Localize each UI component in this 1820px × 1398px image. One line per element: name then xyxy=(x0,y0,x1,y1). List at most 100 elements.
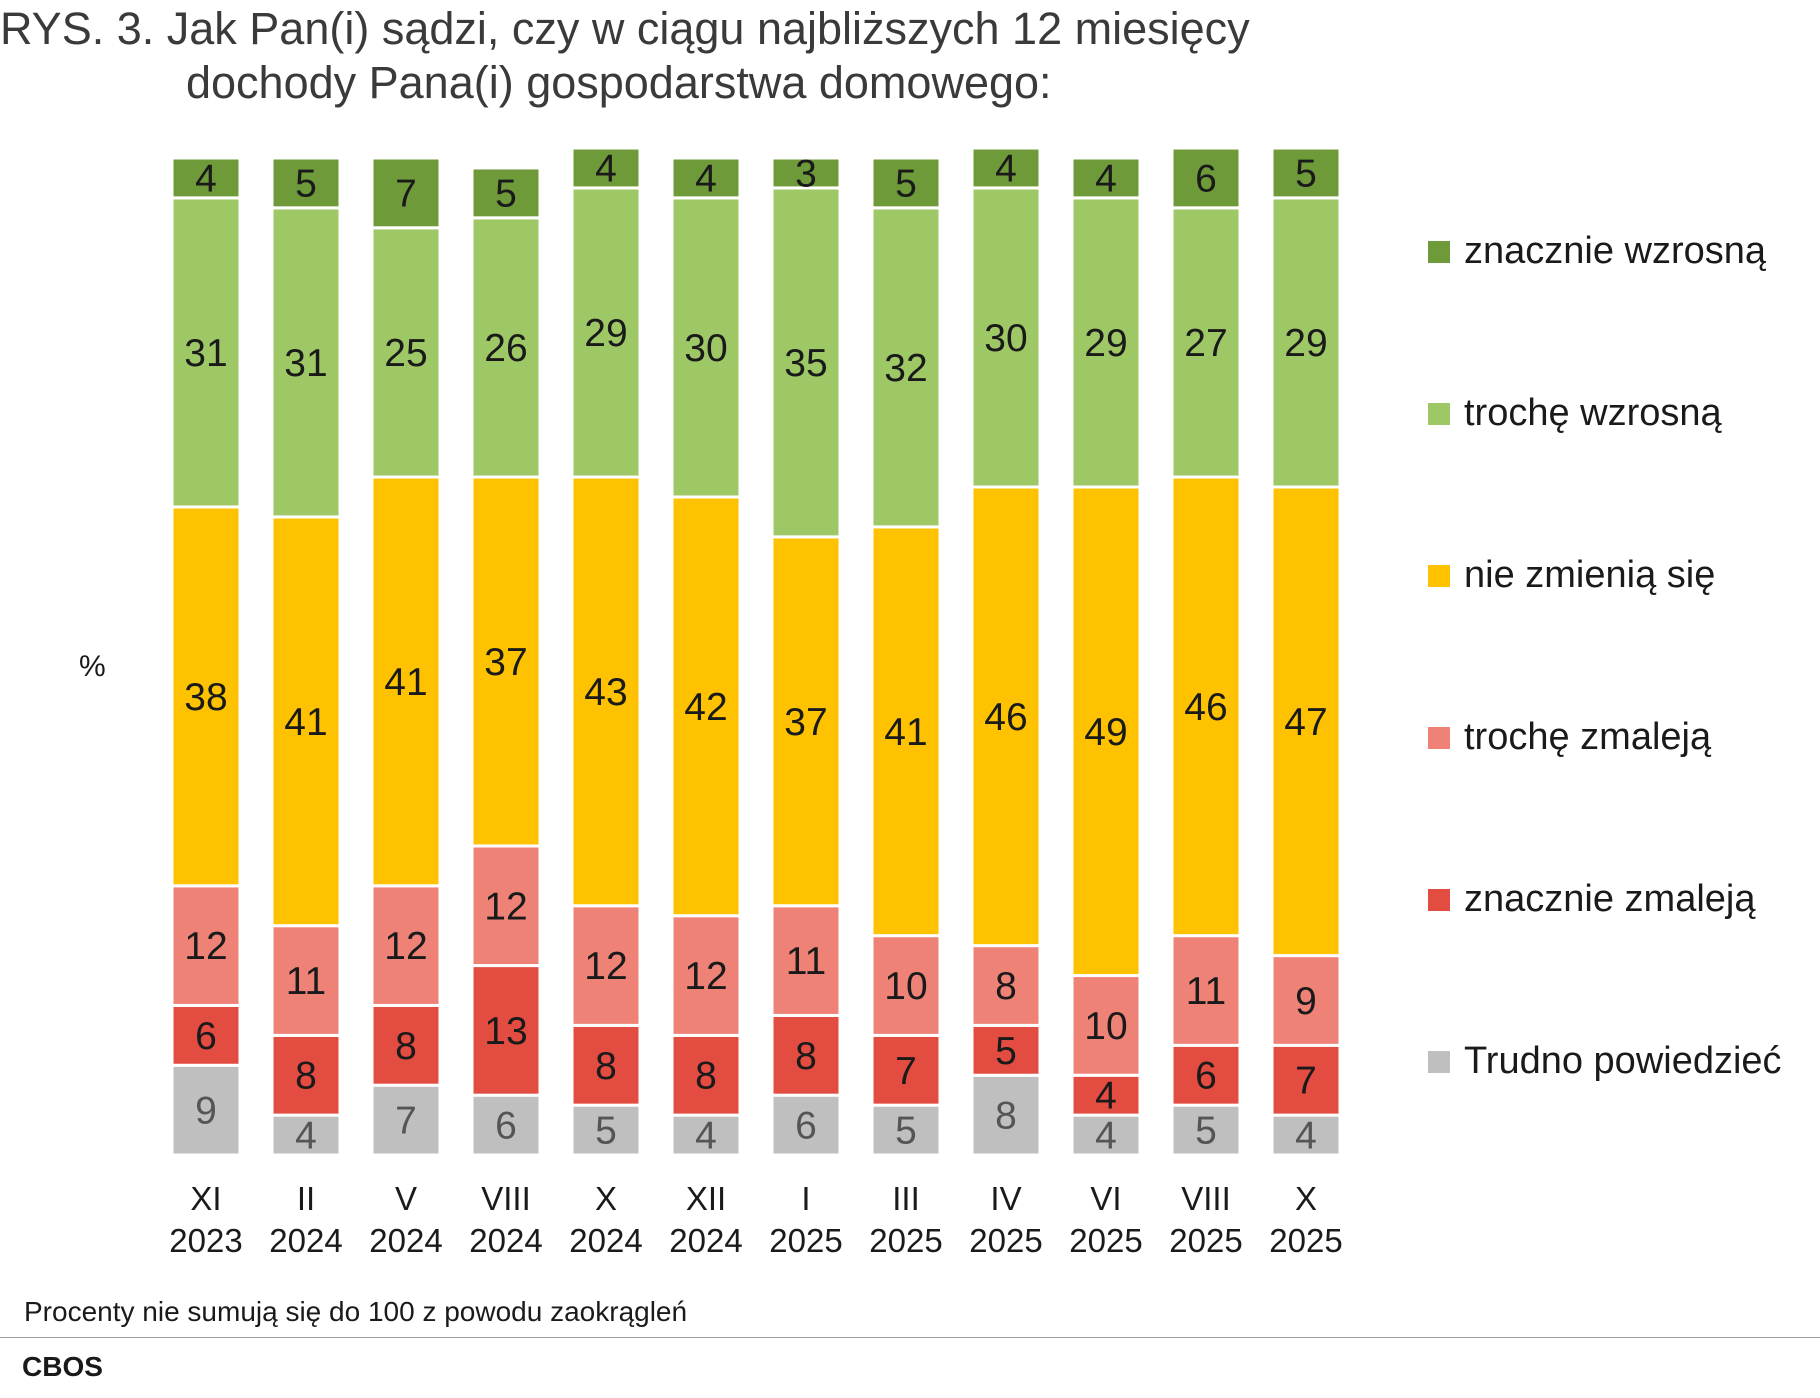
data-label: 11 xyxy=(786,940,827,983)
bar-segment xyxy=(870,934,942,1037)
data-label: 6 xyxy=(195,1015,217,1058)
data-label: 4 xyxy=(695,157,717,200)
data-label: 7 xyxy=(1295,1060,1317,1103)
bar-segment xyxy=(1070,1113,1142,1157)
data-label: 8 xyxy=(395,1025,417,1068)
data-label: 9 xyxy=(195,1090,217,1133)
data-label: 29 xyxy=(1084,322,1127,365)
bar-segment xyxy=(270,156,342,210)
data-label: 4 xyxy=(1095,157,1117,200)
data-label: 30 xyxy=(984,317,1027,360)
bar-segment xyxy=(470,964,542,1097)
bar-segment xyxy=(670,495,742,918)
data-label: 11 xyxy=(286,960,327,1003)
legend-label: znacznie wzrosną xyxy=(1464,230,1767,272)
data-label: 11 xyxy=(1186,970,1227,1013)
bar-segment xyxy=(1270,196,1342,489)
x-tick-label: 2025 xyxy=(869,1222,942,1259)
data-label: 8 xyxy=(995,965,1017,1008)
data-label: 9 xyxy=(1295,980,1317,1023)
x-tick-label: 2025 xyxy=(969,1222,1042,1259)
bar-segment xyxy=(170,196,242,509)
bar-segment xyxy=(170,1063,242,1157)
legend-swatch xyxy=(1428,888,1450,911)
data-label: 4 xyxy=(195,157,217,200)
bar-segment xyxy=(1070,974,1142,1077)
bar-segment xyxy=(370,156,442,230)
x-tick-label: X xyxy=(595,1180,617,1217)
data-label: 29 xyxy=(584,312,627,355)
data-label: 8 xyxy=(595,1045,617,1088)
y-unit-label: % xyxy=(79,650,106,683)
data-label: 49 xyxy=(1084,711,1127,754)
bar-segment xyxy=(1270,1113,1342,1157)
bar-segment xyxy=(670,914,742,1037)
data-label: 27 xyxy=(1184,322,1227,365)
data-label: 8 xyxy=(695,1055,717,1098)
data-label: 25 xyxy=(384,332,427,375)
bar-segment xyxy=(270,515,342,928)
data-label: 35 xyxy=(784,342,827,385)
data-label: 4 xyxy=(695,1115,717,1158)
bar-segment xyxy=(370,226,442,479)
legend-item: Trudno powiedzieć xyxy=(1428,1040,1782,1083)
x-tick-label: 2023 xyxy=(169,1222,242,1259)
data-label: 32 xyxy=(884,347,927,390)
x-tick-label: 2024 xyxy=(469,1222,542,1259)
data-label: 43 xyxy=(584,671,627,714)
legend-label: Trudno powiedzieć xyxy=(1464,1040,1782,1082)
data-label: 12 xyxy=(184,925,227,968)
legend-label: trochę zmaleją xyxy=(1464,716,1712,758)
data-label: 4 xyxy=(295,1115,317,1158)
data-label: 41 xyxy=(884,711,927,754)
legend-item: trochę zmaleją xyxy=(1428,716,1711,759)
data-label: 3 xyxy=(795,152,817,195)
bar-segment xyxy=(770,904,842,1017)
data-label: 7 xyxy=(895,1050,917,1093)
data-label: 4 xyxy=(1095,1075,1117,1118)
x-tick-label: 2024 xyxy=(269,1222,342,1259)
data-label: 5 xyxy=(1295,152,1317,195)
divider xyxy=(0,1337,1820,1338)
data-label: 12 xyxy=(584,945,627,988)
legend-item: trochę wzrosną xyxy=(1428,392,1722,435)
data-label: 5 xyxy=(295,162,317,205)
x-tick-label: II xyxy=(297,1180,315,1217)
data-label: 29 xyxy=(1284,322,1327,365)
bar-segment xyxy=(1170,1043,1242,1107)
x-tick-label: VIII xyxy=(1181,1180,1231,1217)
bar-segment xyxy=(270,206,342,519)
data-label: 46 xyxy=(1184,686,1227,729)
bar-segment xyxy=(770,186,842,539)
x-tick-label: XI xyxy=(190,1180,221,1217)
data-label: 37 xyxy=(484,641,527,684)
data-label: 38 xyxy=(184,676,227,719)
data-label: 10 xyxy=(1084,1005,1127,1048)
bar-segment xyxy=(1170,475,1242,938)
data-label: 12 xyxy=(384,925,427,968)
legend-swatch xyxy=(1428,1050,1450,1073)
bar-segment xyxy=(1270,1043,1342,1117)
bar-segment xyxy=(470,166,542,220)
data-label: 8 xyxy=(795,1035,817,1078)
bar-segment xyxy=(970,186,1042,489)
data-label: 42 xyxy=(684,686,727,729)
data-label: 4 xyxy=(595,147,617,190)
x-tick-label: 2025 xyxy=(1269,1222,1342,1259)
x-tick-label: 2024 xyxy=(669,1222,742,1259)
data-label: 7 xyxy=(395,172,417,215)
bar-segment xyxy=(770,535,842,908)
bar-segment xyxy=(470,1093,542,1157)
bar-segment xyxy=(870,1103,942,1157)
bar-segment xyxy=(670,1033,742,1117)
bar-segment xyxy=(870,1033,942,1107)
bar-segment xyxy=(770,1093,842,1157)
data-label: 12 xyxy=(684,955,727,998)
x-tick-label: I xyxy=(801,1180,810,1217)
data-label: 37 xyxy=(784,701,827,744)
legend-item: znacznie wzrosną xyxy=(1428,230,1766,273)
data-label: 5 xyxy=(495,172,517,215)
bar-segment xyxy=(870,156,942,210)
bar-segment xyxy=(570,475,642,908)
bar-segment xyxy=(470,475,542,848)
